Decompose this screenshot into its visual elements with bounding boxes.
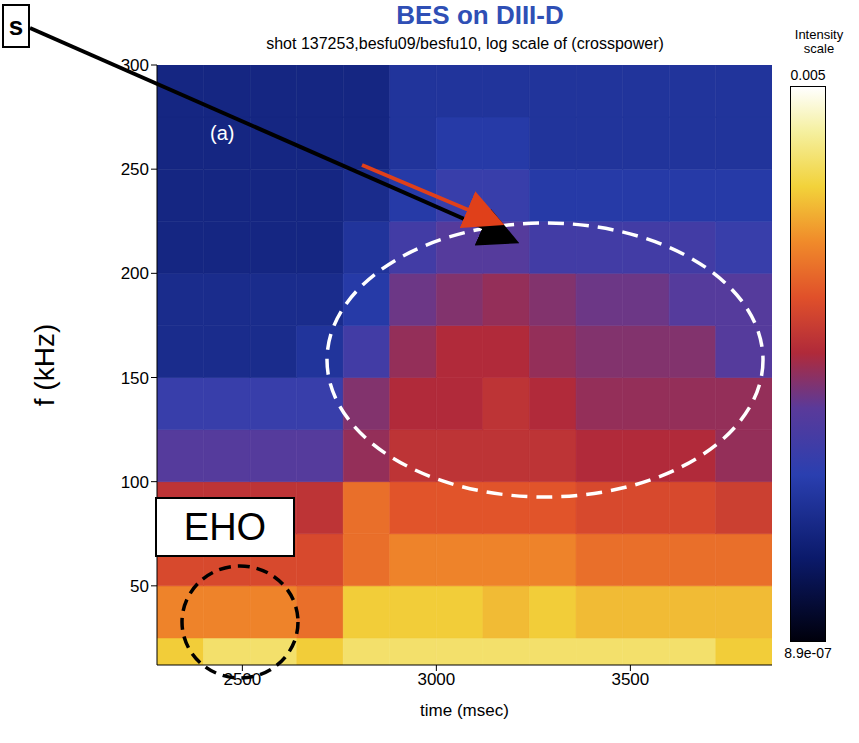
html-text:f (kHz): f (kHz) — [29, 323, 60, 407]
html-text:Intensity scale: Intensity scale — [794, 27, 844, 56]
svg-text:2500: 2500 — [223, 670, 261, 689]
svg-text:3000: 3000 — [417, 670, 455, 689]
svg-text:250: 250 — [121, 160, 149, 179]
html-text:s: s — [8, 10, 24, 41]
svg-text:150: 150 — [121, 369, 149, 388]
html-text:EHO: EHO — [183, 505, 267, 548]
html-text:0.005: 0.005 — [790, 67, 826, 83]
svg-text:3500: 3500 — [611, 670, 649, 689]
svg-text:50: 50 — [130, 577, 149, 596]
html-text:8.9e-07: 8.9e-07 — [784, 645, 832, 661]
html-text:BES on DIII-D: BES on DIII-D — [396, 0, 564, 30]
svg-text:200: 200 — [121, 264, 149, 283]
html-text:shot 137253,besfu09/besfu10, l: shot 137253,besfu09/besfu10, log scale o… — [266, 35, 664, 52]
html-text:(a): (a) — [210, 122, 235, 144]
svg-text:100: 100 — [121, 473, 149, 492]
svg-text:300: 300 — [121, 56, 149, 75]
html-text:time (msec): time (msec) — [420, 701, 509, 720]
